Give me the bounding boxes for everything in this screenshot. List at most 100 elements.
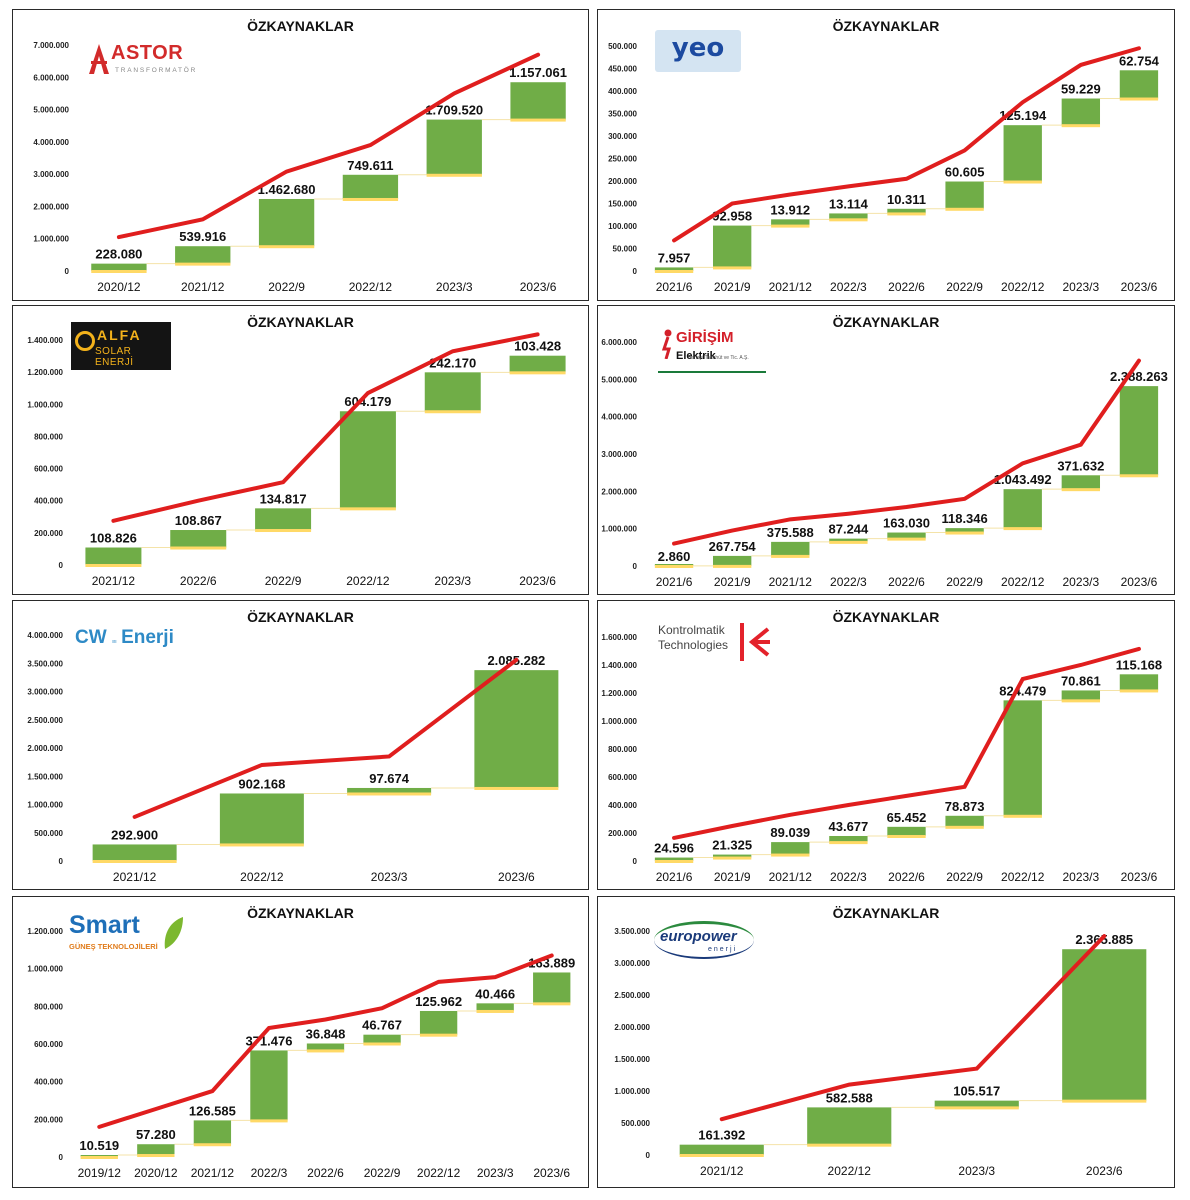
x-tick-label: 2022/9	[364, 1166, 401, 1180]
y-tick-label: 250.000	[608, 155, 637, 164]
x-tick-label: 2022/6	[888, 575, 925, 589]
y-tick-label: 0	[646, 1151, 651, 1160]
data-label: 2.388.263	[1110, 369, 1168, 384]
y-tick-label: 2.000.000	[33, 202, 69, 211]
bar	[510, 82, 566, 120]
chart-plot-cw: 0 500.000 1.000.000 1.500.000 2.000.000 2.500…	[27, 631, 559, 884]
x-tick-label: 2022/9	[265, 574, 302, 588]
x-tick-label: 2023/6	[1086, 1164, 1123, 1178]
data-label: 105.517	[953, 1084, 1000, 1099]
data-label: 824.479	[999, 683, 1046, 698]
bar	[1119, 674, 1159, 691]
data-label: 43.677	[829, 819, 869, 834]
chart-panel-kontrolmatik: 0 200.000 400.000 600.000 800.000 1.000.000 1.…	[597, 600, 1175, 890]
x-tick-label: 2021/9	[714, 870, 751, 884]
swoosh-icon	[654, 921, 754, 959]
x-tick-label: 2021/12	[113, 870, 157, 884]
girisim-logo-text: GİRİŞİM Elektrik	[676, 329, 734, 362]
bar	[829, 213, 868, 220]
data-label: 125.962	[415, 994, 462, 1009]
y-tick-label: 4.000.000	[601, 413, 637, 422]
bar	[654, 857, 694, 861]
x-tick-label: 2022/12	[417, 1166, 461, 1180]
bar	[255, 508, 312, 531]
data-label: 13.912	[770, 202, 810, 217]
y-tick-label: 3.000.000	[601, 450, 637, 459]
x-tick-label: 2021/12	[769, 280, 813, 294]
y-tick-label: 1.000.000	[27, 965, 63, 974]
data-label: 65.452	[887, 810, 927, 825]
astor-logo-subtext: TRANSFORMATÖR	[115, 67, 198, 74]
x-tick-label: 2022/9	[946, 870, 983, 884]
bar	[419, 1010, 458, 1035]
bar-base-highlight	[1119, 689, 1159, 693]
y-tick-label: 1.200.000	[27, 368, 63, 377]
y-tick-label: 600.000	[34, 465, 63, 474]
bar	[92, 844, 177, 861]
chart-title: ÖZKAYNAKLAR	[247, 18, 354, 34]
bar	[250, 1050, 288, 1121]
y-tick-label: 400.000	[34, 497, 63, 506]
bar-base-highlight	[712, 266, 752, 270]
bar	[934, 1100, 1019, 1108]
x-tick-label: 2022/6	[180, 574, 217, 588]
data-label: 21.325	[712, 838, 752, 853]
y-tick-label: 200.000	[34, 1115, 63, 1124]
bar-base-highlight	[945, 825, 984, 829]
bar-base-highlight	[1119, 97, 1159, 101]
bar	[771, 541, 810, 556]
data-label: 134.817	[260, 491, 307, 506]
data-label: 126.585	[189, 1103, 236, 1118]
y-tick-label: 800.000	[34, 432, 63, 441]
data-label: 70.861	[1061, 673, 1101, 688]
data-label: 13.114	[829, 196, 869, 211]
bar	[679, 1144, 764, 1155]
bar	[771, 842, 810, 855]
x-tick-label: 2020/12	[97, 280, 141, 294]
y-tick-label: 600.000	[34, 1040, 63, 1049]
x-tick-label: 2022/9	[946, 575, 983, 589]
y-tick-label: 500.000	[34, 829, 63, 838]
bar-base-highlight	[510, 118, 566, 122]
data-label: 108.826	[90, 531, 137, 546]
x-tick-label: 2023/3	[1062, 280, 1099, 294]
y-tick-label: 0	[633, 267, 638, 276]
bar-base-highlight	[829, 218, 868, 222]
data-label: 902.168	[238, 776, 285, 791]
data-label: 371.632	[1057, 458, 1104, 473]
bar	[887, 208, 926, 214]
bar	[829, 538, 868, 542]
trend-line	[672, 358, 1141, 546]
bar	[170, 530, 227, 548]
bar	[1062, 949, 1147, 1101]
x-tick-label: 2023/6	[520, 280, 557, 294]
y-tick-label: 400.000	[34, 1078, 63, 1087]
x-tick-label: 2023/3	[1062, 575, 1099, 589]
bar-base-highlight	[347, 792, 432, 796]
data-label: 228.080	[95, 247, 142, 262]
bar-base-highlight	[306, 1049, 345, 1053]
bar-base-highlight	[92, 860, 177, 863]
bar-base-highlight	[255, 529, 312, 533]
chart-plot-astor: 0 1.000.000 2.000.000 3.000.000 4.000.000 5.0…	[33, 41, 567, 294]
bar-base-highlight	[887, 834, 926, 838]
kontrolmatik-logo-text: Kontrolmatik Technologies	[658, 623, 729, 652]
astor-logo-text: ASTOR	[111, 42, 184, 64]
europower-logo-subtext: enerji	[708, 946, 738, 953]
data-label: 1.709.520	[425, 103, 483, 118]
y-tick-label: 1.000.000	[27, 801, 63, 810]
y-tick-label: 1.500.000	[614, 1055, 650, 1064]
alfa-logo: ALFA SOLAR ENERJİ	[71, 322, 171, 370]
x-tick-label: 2022/12	[1001, 280, 1045, 294]
x-tick-label: 2022/9	[268, 280, 305, 294]
bar-base-highlight	[509, 371, 566, 375]
x-tick-label: 2021/9	[714, 575, 751, 589]
y-tick-label: 800.000	[608, 745, 637, 754]
data-label: 103.428	[514, 339, 561, 354]
bar-base-highlight	[170, 546, 227, 550]
chart-title: ÖZKAYNAKLAR	[832, 609, 940, 625]
girisim-logo-tagline: Sanayi Taahhüt ve Tic. A.Ş.	[688, 355, 749, 361]
data-label: 10.311	[887, 192, 926, 207]
data-label: 1.043.492	[994, 472, 1052, 487]
x-tick-label: 2023/3	[371, 870, 408, 884]
